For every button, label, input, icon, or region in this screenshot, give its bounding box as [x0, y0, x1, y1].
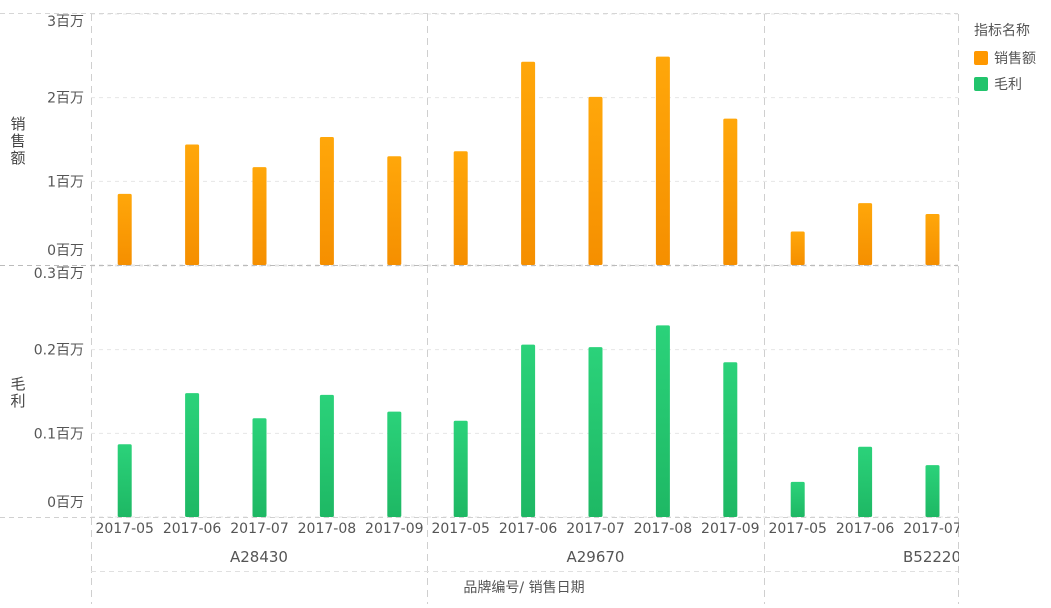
group-label: A29670 — [567, 548, 625, 566]
x-tick-label: 2017-06 — [836, 521, 895, 537]
bar-sales — [117, 193, 132, 265]
x-tick-label: 2017-06 — [163, 521, 222, 537]
y-tick-label-profit: 0.3百万 — [34, 266, 84, 282]
bar-profit — [453, 420, 468, 517]
x-tick-label: 2017-08 — [634, 521, 693, 537]
y-tick-label-sales: 1百万 — [47, 174, 84, 190]
y-axis-label-profit: 毛利 — [10, 375, 26, 410]
bar-profit — [588, 347, 603, 517]
x-tick-label: 2017-06 — [499, 521, 558, 537]
x-tick-label: 2017-07 — [903, 521, 962, 537]
y-axis-label-sales: 销售额 — [10, 115, 26, 167]
bar-sales — [925, 213, 940, 265]
bar-sales — [655, 56, 670, 265]
bar-sales — [588, 96, 603, 265]
legend-swatch-profit — [974, 77, 988, 91]
y-tick-label-sales: 0百万 — [47, 243, 84, 259]
x-tick-label: 2017-08 — [298, 521, 357, 537]
legend: 指标名称 销售额 毛利 — [974, 20, 1036, 100]
bar-profit — [117, 444, 132, 517]
x-tick-label: 2017-05 — [768, 521, 827, 537]
bar-profit — [252, 418, 267, 517]
bar-sales — [521, 61, 536, 265]
legend-label-profit: 毛利 — [994, 77, 1022, 93]
bar-sales — [790, 231, 805, 265]
y-tick-label-sales: 2百万 — [47, 91, 84, 107]
bar-profit — [655, 325, 670, 517]
legend-swatch-sales — [974, 51, 988, 65]
x-axis-title: 品牌编号/ 销售日期 — [463, 579, 584, 596]
legend-title: 指标名称 — [974, 23, 1030, 39]
bar-sales — [723, 118, 738, 265]
bar-sales — [387, 156, 402, 265]
bar-sales — [252, 167, 267, 265]
group-label: A28430 — [230, 548, 288, 566]
legend-item-profit[interactable]: 毛利 — [974, 74, 1036, 94]
group-label: B52220 — [903, 548, 961, 566]
x-tick-label: 2017-05 — [431, 521, 490, 537]
bar-profit — [925, 465, 940, 517]
x-tick-label: 2017-05 — [95, 521, 154, 537]
y-tick-label-sales: 3百万 — [47, 14, 84, 30]
y-tick-label-profit: 0百万 — [47, 495, 84, 511]
bar-profit — [521, 344, 536, 517]
bar-sales — [453, 151, 468, 265]
legend-label-sales: 销售额 — [994, 51, 1036, 67]
legend-item-sales[interactable]: 销售额 — [974, 48, 1036, 68]
bar-profit — [723, 362, 738, 517]
bar-profit — [858, 446, 873, 517]
bar-profit — [387, 411, 402, 517]
x-tick-label: 2017-09 — [365, 521, 424, 537]
y-tick-label-profit: 0.1百万 — [34, 426, 84, 442]
x-tick-label: 2017-07 — [566, 521, 625, 537]
clip-mask — [959, 515, 971, 575]
bar-sales — [185, 144, 200, 265]
y-tick-label-profit: 0.2百万 — [34, 343, 84, 359]
bar-profit — [319, 394, 334, 517]
bar-profit — [185, 393, 200, 517]
x-tick-label: 2017-07 — [230, 521, 289, 537]
bar-sales — [319, 136, 334, 265]
bar-profit — [790, 481, 805, 517]
bar-sales — [858, 203, 873, 265]
x-tick-label: 2017-09 — [701, 521, 760, 537]
